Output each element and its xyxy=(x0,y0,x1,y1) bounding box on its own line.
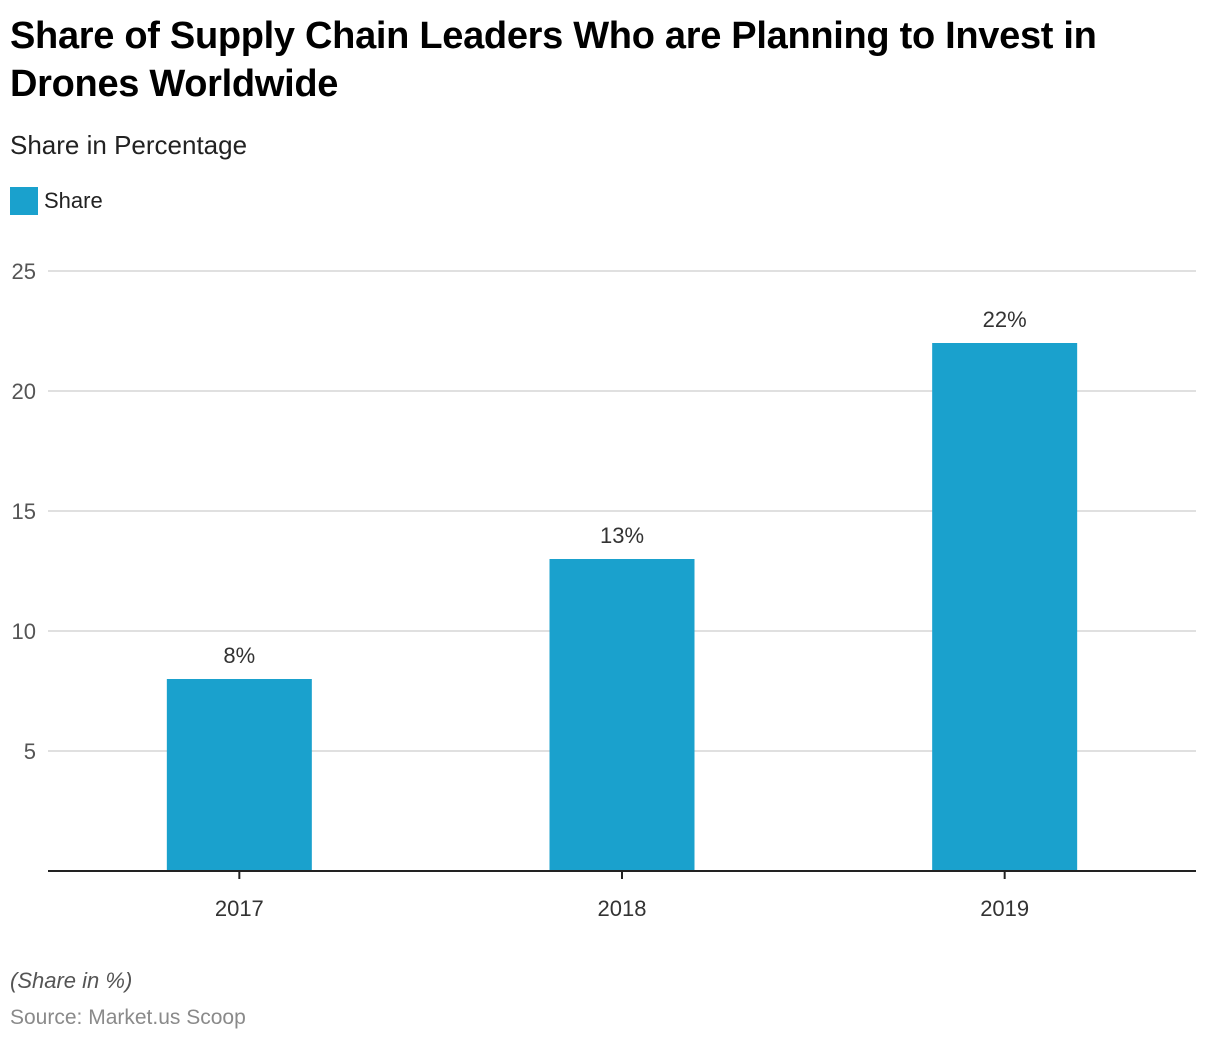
x-tick-label: 2019 xyxy=(980,896,1029,921)
y-tick-label: 20 xyxy=(12,379,36,404)
y-tick-label: 15 xyxy=(12,499,36,524)
bar-2018 xyxy=(549,559,695,871)
data-label: 8% xyxy=(223,643,255,668)
y-axis-ticks: 5 10 15 20 25 xyxy=(12,259,36,764)
y-tick-label: 25 xyxy=(12,259,36,284)
x-tick-label: 2017 xyxy=(215,896,264,921)
y-tick-label: 10 xyxy=(12,619,36,644)
legend: Share xyxy=(10,187,103,215)
bars: 8% 13% 22% xyxy=(166,307,1078,871)
legend-label-share: Share xyxy=(44,188,103,213)
bar-2017 xyxy=(166,679,312,871)
chart-note: (Share in %) xyxy=(10,968,133,993)
chart-subtitle: Share in Percentage xyxy=(10,130,248,160)
x-axis: 2017 2018 2019 xyxy=(48,870,1196,921)
legend-swatch-share xyxy=(10,187,38,215)
chart-source: Source: Market.us Scoop xyxy=(10,1006,246,1029)
y-tick-label: 5 xyxy=(24,739,36,764)
data-label: 22% xyxy=(983,307,1027,332)
x-tick-label: 2018 xyxy=(598,896,647,921)
chart-title: Share of Supply Chain Leaders Who are Pl… xyxy=(10,15,1097,105)
data-label: 13% xyxy=(600,523,644,548)
bar-2019 xyxy=(932,343,1078,871)
